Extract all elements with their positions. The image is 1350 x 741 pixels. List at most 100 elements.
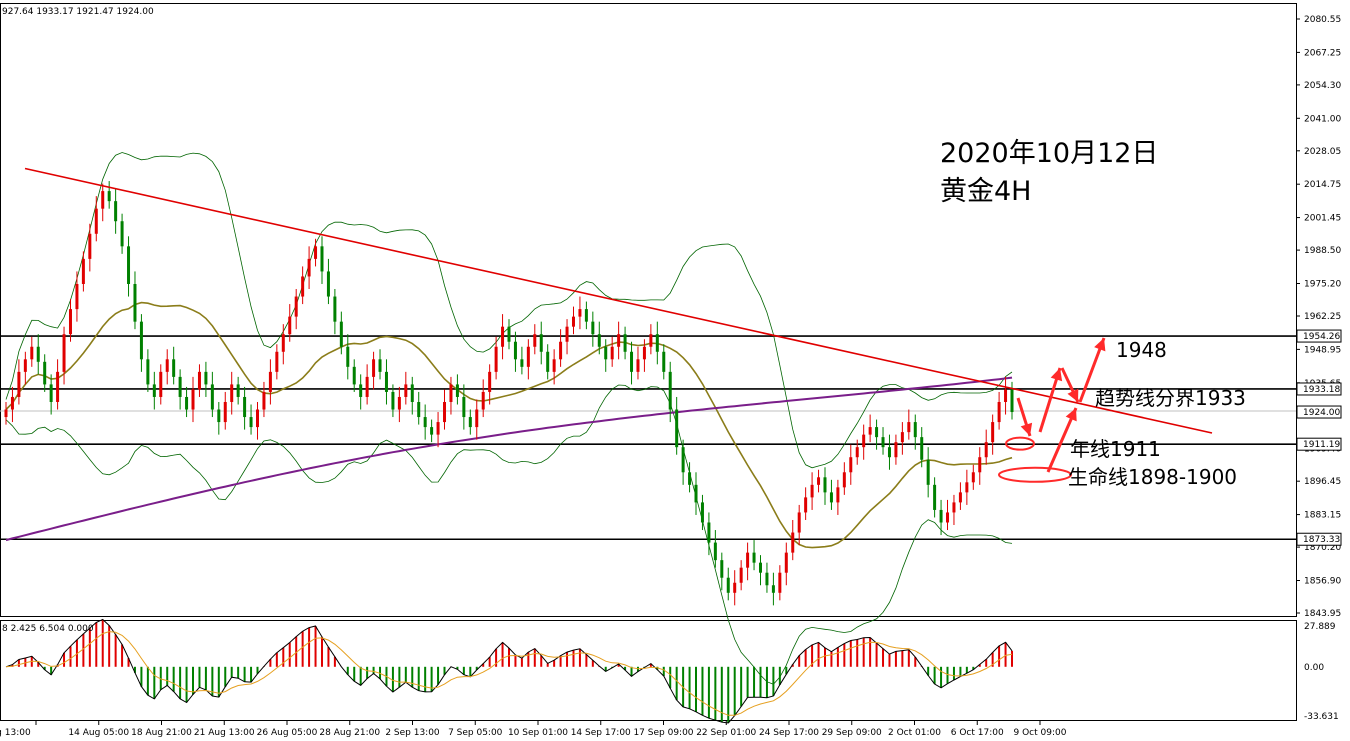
candle-body — [752, 552, 756, 563]
candle-body — [662, 351, 666, 372]
candle-body — [507, 326, 511, 342]
ma-olive — [5, 301, 1013, 549]
candle-body — [488, 371, 492, 392]
price-tick-label: 1883.15 — [1304, 511, 1341, 521]
price-tick-label: 2067.25 — [1304, 48, 1341, 58]
candle-body — [378, 359, 382, 372]
arrow-up-from-life-head — [1065, 408, 1077, 422]
candle-body — [952, 502, 956, 513]
time-tick-label: 10 Sep 01:00 — [508, 728, 568, 738]
candle-body — [713, 542, 717, 561]
candle-body — [636, 359, 640, 372]
price-tick-label: 2054.30 — [1304, 81, 1341, 91]
candle-body — [133, 283, 137, 322]
moving-averages — [5, 301, 1013, 549]
candle-body — [610, 346, 614, 360]
candle-body — [552, 359, 556, 372]
label-trend-1933: 趋势线分界1933 — [1095, 386, 1246, 410]
candle-body — [36, 346, 40, 362]
candle-body — [172, 359, 176, 377]
label-life-1898: 生命线1898-1900 — [1068, 465, 1237, 489]
candle-body — [101, 191, 105, 209]
band-upper — [5, 152, 1013, 469]
candle-body — [746, 552, 750, 568]
candle-body — [771, 585, 775, 593]
candle-body — [739, 567, 743, 583]
candle-body — [836, 487, 840, 503]
candle-body — [204, 371, 208, 385]
price-box-label: 1954.26 — [1303, 332, 1340, 342]
year-line-ellipse — [1005, 436, 1035, 451]
candle-body — [649, 334, 653, 347]
price-box-label: 1873.33 — [1303, 535, 1340, 545]
candle-body — [694, 484, 698, 503]
candle-body — [642, 346, 646, 360]
candle-body — [997, 401, 1001, 423]
price-box — [1296, 437, 1342, 451]
candle-body — [17, 371, 21, 397]
candle-body — [759, 562, 762, 573]
time-tick-label: 2 Sep 13:00 — [385, 728, 440, 738]
candle-body — [494, 346, 498, 372]
candle-body — [288, 316, 292, 335]
life-line-ellipse — [998, 466, 1072, 483]
candle-body — [410, 384, 414, 402]
candle-body — [539, 334, 543, 352]
candle-body — [107, 191, 111, 202]
candle-body — [668, 371, 672, 410]
candle-body — [236, 384, 240, 397]
price-tick-label: 1962.25 — [1304, 312, 1341, 322]
candle-body — [533, 334, 537, 347]
candle-body — [359, 384, 363, 397]
candle-body — [468, 417, 472, 428]
candle-body — [159, 371, 163, 397]
ohlc-header: 927.64 1933.17 1921.47 1924.00 — [2, 7, 154, 17]
price-tick-label: 1843.95 — [1304, 609, 1341, 619]
price-tick-label: 1948.95 — [1304, 345, 1341, 355]
candle-body — [10, 396, 14, 410]
candle-body — [384, 371, 388, 392]
candle-body — [765, 572, 769, 586]
arrow-up-1-head — [1050, 368, 1063, 382]
candle-body — [268, 371, 272, 392]
candle-body — [455, 384, 459, 397]
candle-body — [720, 560, 724, 578]
candle-body — [991, 422, 995, 443]
signal-line — [5, 631, 1013, 716]
candle-body — [958, 492, 962, 503]
candle-body — [352, 366, 356, 385]
candle-body — [526, 346, 530, 367]
candle-body — [391, 391, 395, 410]
price-tick-label: 2014.75 — [1304, 180, 1341, 190]
candle-body — [326, 271, 330, 297]
bollinger-bands — [5, 152, 1013, 685]
candle-body — [630, 351, 634, 372]
time-tick-label: 14 Aug 05:00 — [68, 728, 129, 738]
candle-body — [862, 434, 866, 448]
candle-body — [197, 371, 201, 390]
candle-body — [855, 447, 859, 458]
candle-body — [178, 376, 182, 397]
candle-body — [62, 334, 66, 372]
candle-body — [430, 427, 434, 435]
candle-body — [591, 321, 595, 335]
candle-body — [881, 437, 885, 448]
candle-body — [520, 359, 524, 367]
candle-body — [75, 283, 79, 310]
candle-body — [372, 359, 376, 377]
price-tick-label: 1896.45 — [1304, 477, 1341, 487]
candle-body — [217, 409, 221, 423]
candle-body — [185, 396, 189, 410]
candle-body — [436, 422, 440, 435]
candle-body — [68, 309, 72, 335]
price-box-label: 1933.18 — [1303, 385, 1340, 395]
candle-body — [675, 409, 679, 448]
candle-body — [784, 552, 788, 573]
time-tick-label: 9 Oct 09:00 — [1014, 728, 1067, 738]
candle-body — [30, 346, 34, 360]
trendline — [24, 167, 1213, 434]
time-tick-label: 6 Oct 17:00 — [951, 728, 1004, 738]
candle-body — [984, 442, 988, 458]
candle-body — [262, 391, 266, 410]
